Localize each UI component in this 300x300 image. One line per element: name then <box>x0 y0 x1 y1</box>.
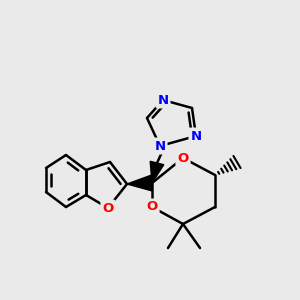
Polygon shape <box>150 161 164 183</box>
Text: N: N <box>158 94 169 106</box>
Polygon shape <box>127 175 152 191</box>
Text: O: O <box>177 152 189 164</box>
Text: N: N <box>154 140 166 152</box>
Text: O: O <box>146 200 158 214</box>
Text: O: O <box>102 202 114 214</box>
Text: N: N <box>190 130 202 142</box>
